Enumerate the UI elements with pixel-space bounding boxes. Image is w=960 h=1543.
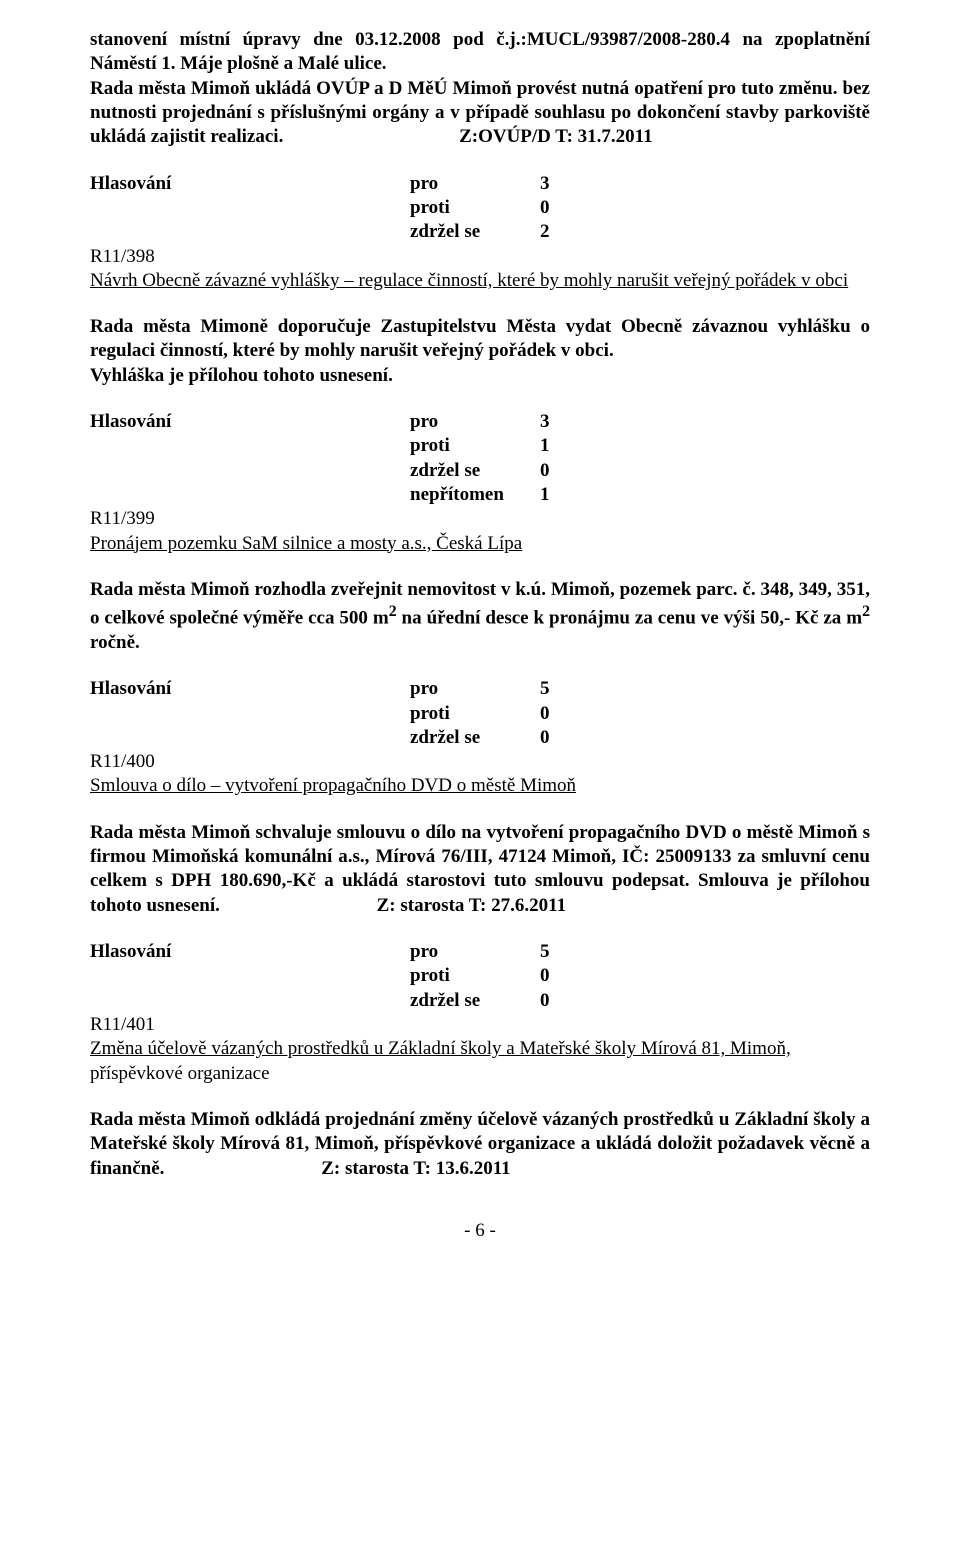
resolution-code: R11/400 — [90, 750, 870, 774]
vote-label: Hlasování — [90, 940, 410, 964]
vote-pro-count: 5 — [540, 940, 570, 964]
resolution-text: Rada města Mimoně doporučuje Zastupitels… — [90, 315, 870, 364]
body-text: ročně. — [90, 632, 140, 653]
resolution-text: stanovení místní úpravy dne 03.12.2008 p… — [90, 28, 870, 77]
page-number: - 6 - — [90, 1219, 870, 1243]
vote-zdrzel-label: zdržel se — [410, 220, 540, 244]
resolution-title: Smlouva o dílo – vytvoření propagačního … — [90, 774, 870, 798]
resolution-text: Rada města Mimoň schvaluje smlouvu o díl… — [90, 821, 870, 918]
resolution-title: Pronájem pozemku SaM silnice a mosty a.s… — [90, 532, 870, 556]
resolution-text: Rada města Mimoň odkládá projednání změn… — [90, 1108, 870, 1181]
vote-zdrzel-count: 0 — [540, 459, 570, 483]
vote-proti-label: proti — [410, 434, 540, 458]
vote-proti-count: 0 — [540, 196, 570, 220]
deadline-text — [169, 1158, 316, 1179]
vote-proti-label: proti — [410, 964, 540, 988]
title-underlined: Změna účelově vázaných prostředků u Zákl… — [90, 1038, 791, 1059]
deadline-text: Z: starosta T: 13.6.2011 — [321, 1158, 510, 1179]
resolution-text: Rada města Mimoň rozhodla zveřejnit nemo… — [90, 578, 870, 655]
vote-nepritomen-count: 1 — [540, 483, 570, 507]
deadline-text: Z:OVÚP/D T: 31.7.2011 — [459, 126, 653, 147]
vote-block: Hlasování pro 5 proti 0 zdržel se 0 — [90, 940, 870, 1013]
vote-proti-count: 0 — [540, 964, 570, 988]
vote-zdrzel-count: 0 — [540, 726, 570, 750]
deadline-text — [225, 895, 372, 916]
vote-zdrzel-label: zdržel se — [410, 989, 540, 1013]
vote-zdrzel-label: zdržel se — [410, 459, 540, 483]
vote-zdrzel-count: 0 — [540, 989, 570, 1013]
vote-label: Hlasování — [90, 677, 410, 701]
resolution-text: Rada města Mimoň ukládá OVÚP a D MěÚ Mim… — [90, 77, 870, 150]
vote-proti-count: 0 — [540, 702, 570, 726]
resolution-code: R11/401 — [90, 1013, 870, 1037]
vote-label: Hlasování — [90, 410, 410, 434]
deadline-text: Z: starosta T: 27.6.2011 — [377, 895, 566, 916]
vote-block: Hlasování pro 5 proti 0 zdržel se 0 — [90, 677, 870, 750]
vote-pro-label: pro — [410, 410, 540, 434]
vote-proti-label: proti — [410, 702, 540, 726]
vote-pro-count: 3 — [540, 172, 570, 196]
title-tail: příspěvkové organizace — [90, 1063, 270, 1084]
vote-pro-label: pro — [410, 172, 540, 196]
vote-pro-count: 5 — [540, 677, 570, 701]
vote-zdrzel-label: zdržel se — [410, 726, 540, 750]
superscript: 2 — [862, 603, 870, 620]
vote-pro-label: pro — [410, 677, 540, 701]
superscript: 2 — [389, 603, 397, 620]
vote-block: Hlasování pro 3 proti 0 zdržel se 2 — [90, 172, 870, 245]
resolution-title: Změna účelově vázaných prostředků u Zákl… — [90, 1037, 870, 1086]
resolution-title: Návrh Obecně závazné vyhlášky – regulace… — [90, 269, 870, 293]
resolution-code: R11/399 — [90, 507, 870, 531]
resolution-text: Vyhláška je přílohou tohoto usnesení. — [90, 364, 870, 388]
vote-proti-label: proti — [410, 196, 540, 220]
body-text: na úřední desce k pronájmu za cenu ve vý… — [397, 608, 862, 629]
vote-zdrzel-count: 2 — [540, 220, 570, 244]
vote-pro-label: pro — [410, 940, 540, 964]
vote-label: Hlasování — [90, 172, 410, 196]
vote-block: Hlasování pro 3 proti 1 zdržel se 0 nepř… — [90, 410, 870, 507]
vote-nepritomen-label: nepřítomen — [410, 483, 540, 507]
vote-pro-count: 3 — [540, 410, 570, 434]
deadline-text — [288, 126, 454, 147]
resolution-code: R11/398 — [90, 245, 870, 269]
vote-proti-count: 1 — [540, 434, 570, 458]
